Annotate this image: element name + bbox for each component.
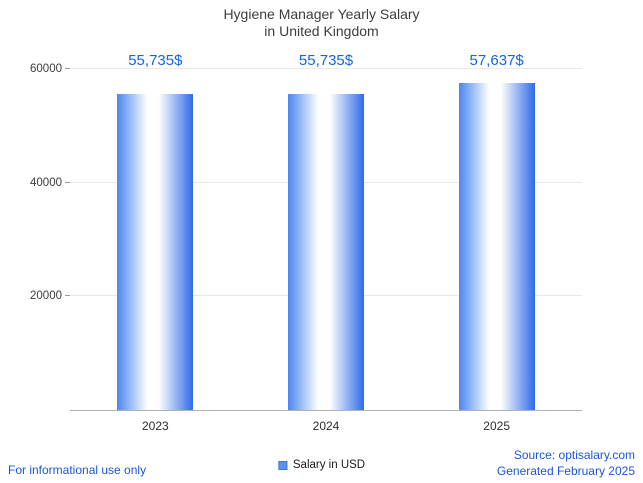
- y-tick-mark: [65, 181, 70, 183]
- y-axis-tick-label: 20000: [30, 290, 62, 303]
- chart-title-line2: in United Kingdom: [264, 23, 379, 39]
- legend-swatch-icon: [277, 460, 287, 470]
- footer-right: Source: optisalary.com Generated Februar…: [497, 447, 635, 479]
- legend-label: Salary in USD: [292, 459, 366, 471]
- x-axis-label-2023: 2023: [141, 419, 169, 433]
- y-axis-tick-label: 40000: [30, 176, 62, 189]
- y-axis-labels: 20000 40000 60000: [0, 58, 62, 410]
- bar-2023[interactable]: [117, 93, 194, 410]
- value-label-2024: 55,735$: [298, 52, 354, 69]
- chart-title: Hygiene Manager Yearly Salary in United …: [0, 6, 643, 40]
- plot-area: [65, 58, 582, 411]
- x-axis-label-2025: 2025: [483, 419, 511, 433]
- footer-source-link[interactable]: Source: optisalary.com: [513, 448, 635, 462]
- y-axis-tick-label: 60000: [30, 63, 62, 76]
- chart-title-line1: Hygiene Manager Yearly Salary: [223, 6, 420, 22]
- footer-generated: Generated February 2025: [496, 464, 635, 478]
- x-axis-label-2024: 2024: [312, 419, 340, 433]
- footer-disclaimer: For informational use only: [8, 463, 147, 477]
- value-labels: 55,735$ 55,735$ 57,637$: [70, 52, 582, 72]
- y-tick-mark: [65, 295, 70, 297]
- x-axis-labels: 2023 2024 2025: [70, 419, 582, 435]
- legend: Salary in USD: [277, 459, 366, 471]
- bar-2025[interactable]: [458, 82, 535, 410]
- value-label-2023: 55,735$: [128, 52, 183, 69]
- gridline: [70, 68, 582, 70]
- bar-2024[interactable]: [288, 93, 364, 410]
- value-label-2025: 57,637$: [469, 52, 524, 69]
- y-tick-mark: [65, 68, 70, 70]
